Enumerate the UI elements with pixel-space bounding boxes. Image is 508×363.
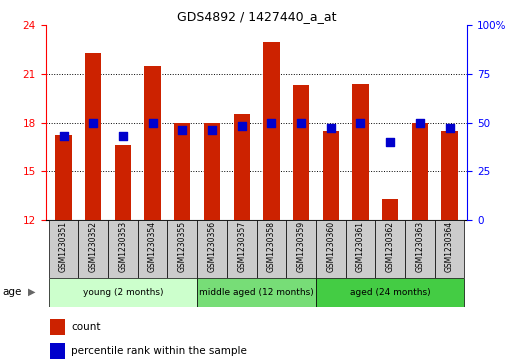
Text: middle aged (12 months): middle aged (12 months) <box>199 288 314 297</box>
Bar <box>78 220 108 278</box>
Bar <box>49 220 78 278</box>
Bar <box>375 220 405 278</box>
Bar <box>323 131 339 220</box>
Point <box>208 127 216 133</box>
Text: GSM1230360: GSM1230360 <box>326 221 335 273</box>
Text: GSM1230351: GSM1230351 <box>59 221 68 272</box>
Text: GSM1230357: GSM1230357 <box>237 221 246 273</box>
Point <box>446 126 454 131</box>
Bar <box>353 84 369 220</box>
Point <box>148 119 156 125</box>
Bar <box>168 220 197 278</box>
Bar <box>174 123 190 220</box>
Bar <box>234 114 250 220</box>
Point <box>297 119 305 125</box>
Text: GSM1230353: GSM1230353 <box>118 221 128 273</box>
Bar <box>227 220 257 278</box>
Text: GSM1230355: GSM1230355 <box>178 221 187 273</box>
Point <box>267 119 275 125</box>
Point <box>119 133 127 139</box>
Bar <box>55 135 72 220</box>
Point <box>327 126 335 131</box>
Text: GSM1230358: GSM1230358 <box>267 221 276 272</box>
Bar <box>108 220 138 278</box>
Text: GSM1230363: GSM1230363 <box>416 221 424 273</box>
Bar <box>435 220 464 278</box>
Text: GSM1230352: GSM1230352 <box>89 221 98 272</box>
Point <box>178 127 186 133</box>
Text: aged (24 months): aged (24 months) <box>350 288 430 297</box>
Bar <box>316 220 345 278</box>
Bar <box>197 220 227 278</box>
Text: GSM1230361: GSM1230361 <box>356 221 365 272</box>
Point <box>416 119 424 125</box>
Bar <box>85 53 102 220</box>
Text: GSM1230354: GSM1230354 <box>148 221 157 273</box>
Bar <box>441 131 458 220</box>
Bar <box>144 66 161 220</box>
Point <box>238 123 246 129</box>
Text: GSM1230359: GSM1230359 <box>297 221 306 273</box>
Bar <box>293 85 309 220</box>
Point <box>89 119 98 125</box>
Bar <box>316 278 464 307</box>
Bar <box>50 319 65 335</box>
Text: GSM1230364: GSM1230364 <box>445 221 454 273</box>
Bar <box>49 278 197 307</box>
Text: GSM1230356: GSM1230356 <box>207 221 216 273</box>
Bar <box>197 278 316 307</box>
Bar <box>411 123 428 220</box>
Text: count: count <box>71 322 101 332</box>
Point <box>59 133 68 139</box>
Text: GSM1230362: GSM1230362 <box>386 221 395 272</box>
Text: age: age <box>3 287 22 297</box>
Point <box>357 119 365 125</box>
Bar <box>263 42 279 220</box>
Bar <box>345 220 375 278</box>
Bar <box>50 343 65 359</box>
Bar <box>138 220 168 278</box>
Bar <box>204 123 220 220</box>
Bar <box>382 199 398 220</box>
Text: percentile rank within the sample: percentile rank within the sample <box>71 346 247 356</box>
Bar <box>115 145 131 220</box>
Bar <box>257 220 286 278</box>
Text: young (2 months): young (2 months) <box>83 288 163 297</box>
Text: ▶: ▶ <box>28 287 36 297</box>
Bar <box>286 220 316 278</box>
Point <box>386 139 394 145</box>
Title: GDS4892 / 1427440_a_at: GDS4892 / 1427440_a_at <box>177 10 336 23</box>
Bar <box>405 220 435 278</box>
